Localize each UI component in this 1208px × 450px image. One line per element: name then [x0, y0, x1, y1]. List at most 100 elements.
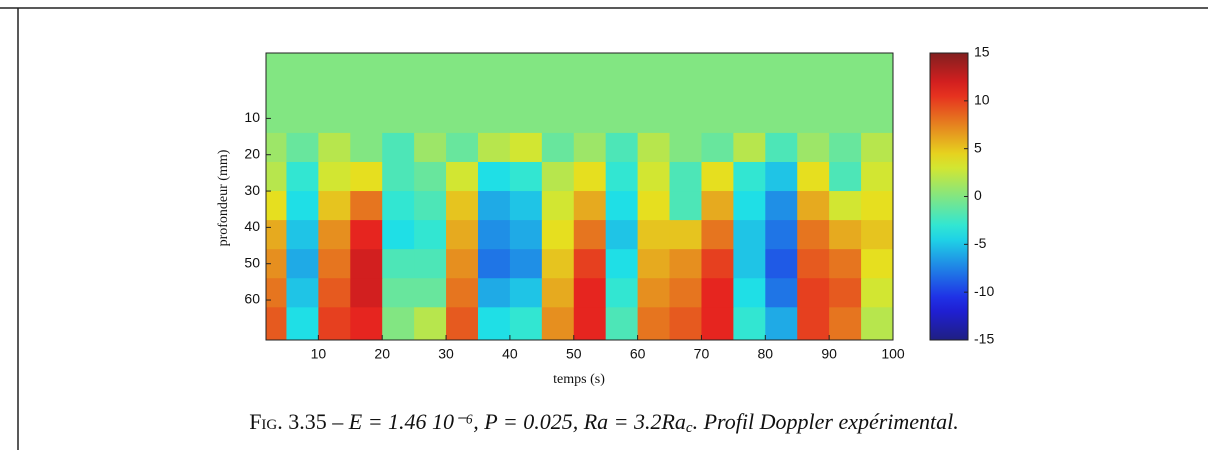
x-tick-label: 80: [758, 346, 774, 362]
heatmap-cell: [414, 161, 447, 192]
heatmap-cell: [797, 249, 830, 279]
colorbar-tick-label: 5: [974, 139, 982, 155]
heatmap-cell: [637, 278, 671, 308]
heatmap-cell: [797, 132, 830, 163]
heatmap-cell: [605, 161, 639, 192]
heatmap-cell: [382, 132, 415, 163]
heatmap-cell: [573, 132, 607, 163]
heatmap-cell: [318, 278, 351, 308]
heatmap-cell: [477, 161, 511, 192]
heatmap-cell: [733, 132, 766, 163]
heatmap-cell: [541, 53, 575, 134]
colorbar-tick-label: -10: [974, 283, 994, 299]
plot-frame: [265, 52, 894, 341]
heatmap-cell: [701, 307, 734, 341]
heatmap-cell: [414, 278, 447, 308]
heatmap-cell: [573, 278, 607, 308]
heatmap-cell: [266, 307, 287, 341]
heatmap-cell: [477, 307, 511, 341]
heatmap-cell: [318, 132, 351, 163]
heatmap-cell: [286, 307, 319, 341]
heatmap-cell: [382, 249, 415, 279]
heatmap-cell: [701, 191, 734, 221]
heatmap-cell: [637, 220, 671, 250]
heatmap-cell: [733, 53, 766, 134]
heatmap-cell: [669, 278, 702, 308]
heatmap-cell: [382, 191, 415, 221]
caption: Fig. 3.35 – E = 1.46 10⁻⁶, P = 0.025, Ra…: [249, 409, 959, 436]
heatmap-cell: [765, 161, 798, 192]
heatmap-cell: [446, 161, 479, 192]
heatmap-cell: [829, 191, 862, 221]
heatmap-cell: [605, 191, 639, 221]
heatmap-cell: [765, 132, 798, 163]
heatmap-cell: [669, 161, 702, 192]
heatmap-cell: [861, 53, 894, 134]
heatmap-cell: [414, 220, 447, 250]
heatmap-cell: [861, 278, 894, 308]
x-tick-label: 90: [821, 346, 837, 362]
heatmap-cell: [829, 278, 862, 308]
colorbar-tick-label: 0: [974, 187, 982, 203]
heatmap-cell: [509, 161, 543, 192]
y-tick-label: 50: [244, 254, 260, 270]
heatmap-cell: [701, 53, 734, 134]
heatmap-cell: [765, 307, 798, 341]
heatmap-cell: [733, 161, 766, 192]
heatmap-cell: [477, 278, 511, 308]
x-tick-label: 60: [630, 346, 646, 362]
heatmap-cell: [829, 307, 862, 341]
heatmap-cell: [350, 132, 383, 163]
heatmap-cell: [509, 220, 543, 250]
heatmap-cell: [350, 161, 383, 192]
heatmap-cell: [573, 161, 607, 192]
x-axis-label: temps (s): [553, 372, 605, 387]
heatmap-cell: [605, 53, 639, 134]
heatmap-cell: [318, 307, 351, 341]
heatmap-cell: [829, 53, 862, 134]
heatmap-cell: [637, 132, 671, 163]
colorbar-tick-label: -15: [974, 331, 994, 347]
heatmap-cell: [541, 249, 575, 279]
x-tick-label: 100: [881, 346, 905, 362]
heatmap-cell: [861, 132, 894, 163]
heatmap-cell: [350, 249, 383, 279]
heatmap-cell: [669, 220, 702, 250]
heatmap-cell: [286, 249, 319, 279]
heatmap-cell: [266, 220, 287, 250]
heatmap-cell: [861, 191, 894, 221]
heatmap-cell: [637, 191, 671, 221]
heatmap-cell: [318, 161, 351, 192]
heatmap-cell: [318, 249, 351, 279]
heatmap-cell: [350, 307, 383, 341]
heatmap-cell: [605, 220, 639, 250]
caption-label: Fig. 3.35 –: [249, 409, 344, 434]
heatmap-cell: [573, 220, 607, 250]
heatmap-cell: [637, 161, 671, 192]
heatmap-cell: [477, 249, 511, 279]
heatmap-cell: [350, 53, 383, 134]
heatmap-cell: [605, 278, 639, 308]
heatmap-cell: [509, 249, 543, 279]
heatmap-cell: [701, 132, 734, 163]
heatmap-cell: [350, 191, 383, 221]
heatmap-cell: [318, 53, 351, 134]
caption-text: . Profil Doppler expérimental.: [693, 409, 959, 434]
heatmap-cell: [701, 278, 734, 308]
heatmap-cell: [286, 132, 319, 163]
heatmap-cell: [733, 220, 766, 250]
heatmap-cell: [266, 161, 287, 192]
caption-subscript: c: [686, 420, 693, 436]
heatmap-cell: [573, 191, 607, 221]
heatmap-cell: [414, 53, 447, 134]
heatmap-cell: [509, 278, 543, 308]
heatmap-cell: [266, 278, 287, 308]
x-tick-label: 70: [694, 346, 710, 362]
heatmap-cell: [541, 307, 575, 341]
y-tick-label: 30: [244, 182, 260, 198]
x-tick-label: 50: [566, 346, 582, 362]
heatmap-cell: [765, 191, 798, 221]
heatmap-cell: [509, 307, 543, 341]
heatmap-cell: [829, 220, 862, 250]
